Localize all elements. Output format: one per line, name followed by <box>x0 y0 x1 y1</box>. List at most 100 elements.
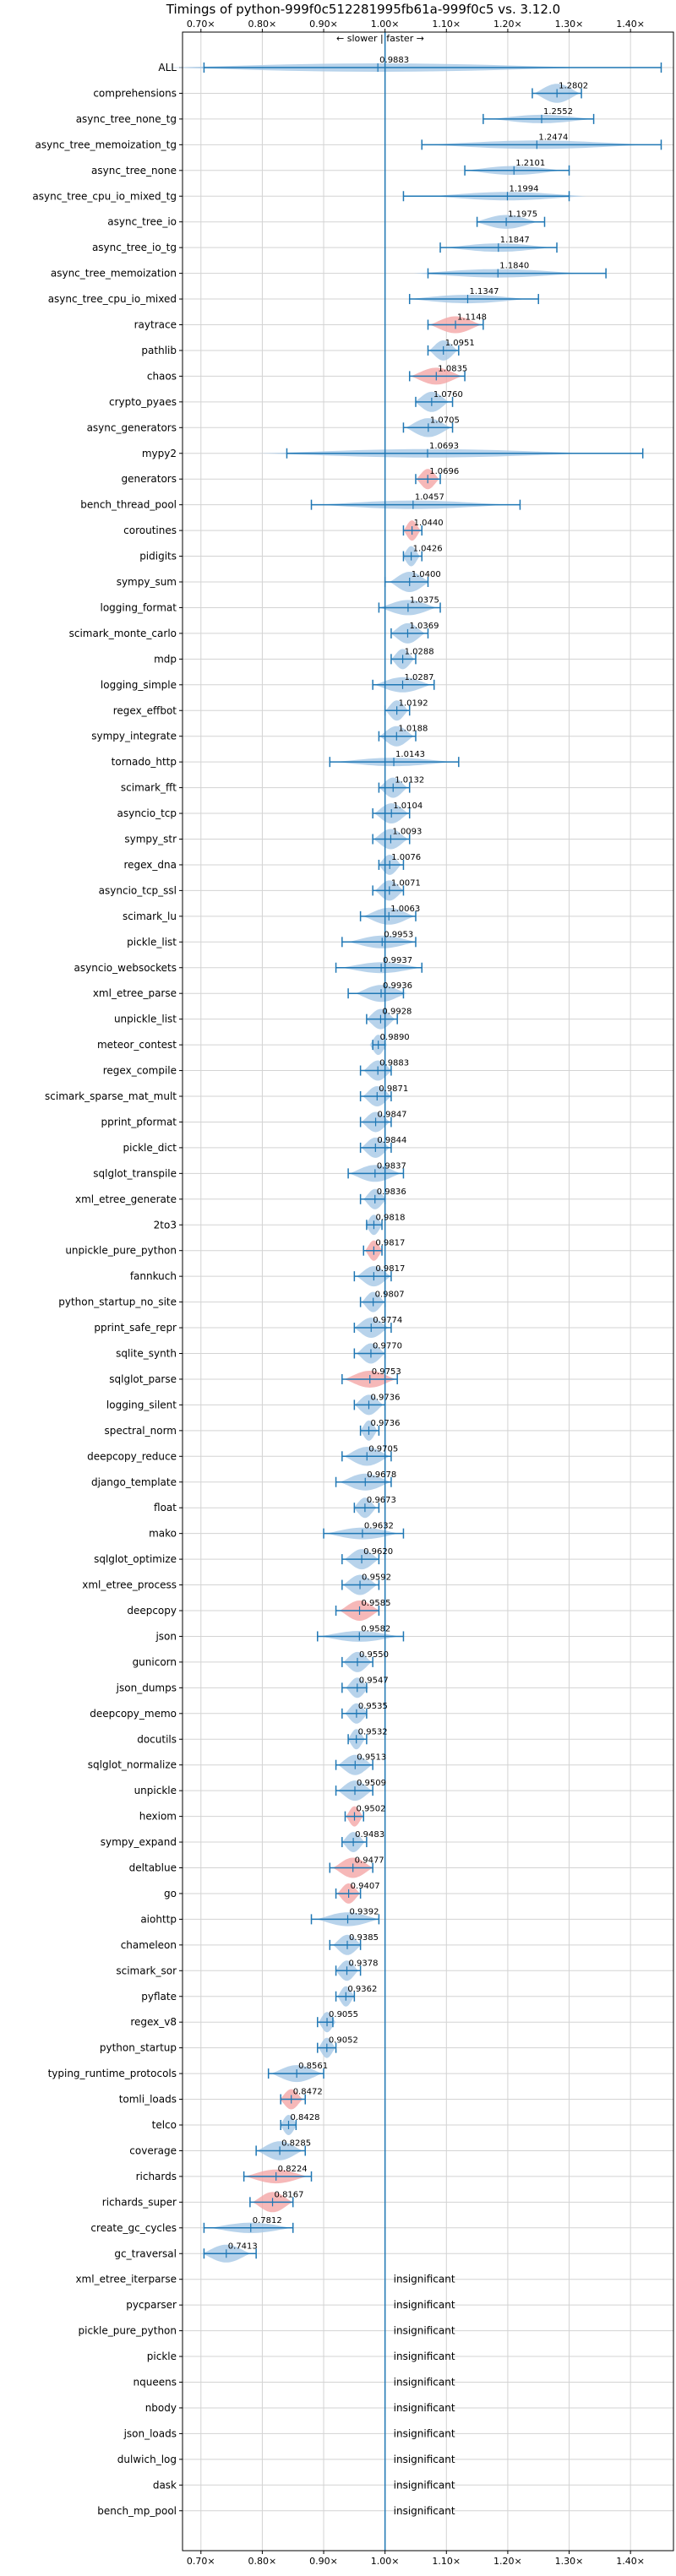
x-tick-label-bottom: 1.00× <box>371 2556 400 2567</box>
benchmark-label: python_startup <box>100 2042 177 2054</box>
benchmark-label: create_gc_cycles <box>90 2222 177 2234</box>
benchmark-label: gunicorn <box>133 1656 177 1668</box>
benchmark-label: scimark_sor <box>116 1965 177 1976</box>
value-label: 1.0288 <box>405 647 434 656</box>
insignificant-label: insignificant <box>394 2402 455 2414</box>
insignificant-label: insignificant <box>394 2454 455 2465</box>
value-label: 0.9753 <box>372 1367 401 1377</box>
value-label: 0.9362 <box>347 1985 377 1994</box>
benchmark-label: async_generators <box>87 421 177 433</box>
benchmark-label: tomli_loads <box>119 2094 177 2106</box>
value-label: 1.2802 <box>559 81 588 90</box>
value-label: 0.8428 <box>290 2113 319 2122</box>
benchmark-label: asyncio_tcp <box>117 807 177 819</box>
value-label: 0.9936 <box>383 981 412 991</box>
x-tick-label-bottom: 1.20× <box>493 2556 522 2567</box>
value-label: 0.9532 <box>358 1727 388 1736</box>
benchmark-label: regex_v8 <box>130 2016 177 2028</box>
value-label: 0.9736 <box>370 1393 400 1402</box>
value-label: 0.9385 <box>349 1933 379 1943</box>
benchmark-label: logging_simple <box>101 679 177 691</box>
value-label: 0.9535 <box>358 1702 388 1711</box>
value-label: 0.9620 <box>363 1547 393 1557</box>
benchmark-label: chaos <box>147 370 177 382</box>
benchmark-label: nqueens <box>134 2377 177 2389</box>
violin-layer <box>161 32 662 2551</box>
benchmark-label: async_tree_none_tg <box>76 113 177 125</box>
value-label: 1.2101 <box>515 159 545 168</box>
benchmark-label: mdp <box>154 653 177 665</box>
chart-title: Timings of python-999f0c512281995fb61a-9… <box>166 2 560 17</box>
benchmark-label: scimark_sparse_mat_mult <box>45 1090 177 1102</box>
value-label: 0.7812 <box>253 2216 282 2225</box>
benchmark-label: scimark_fft <box>121 782 177 794</box>
benchmark-label: pickle_list <box>127 936 177 948</box>
value-label: 1.0375 <box>410 595 439 605</box>
benchmark-label: xml_etree_process <box>82 1579 177 1591</box>
benchmark-label: meteor_contest <box>97 1039 177 1051</box>
benchmark-label: pickle <box>147 2350 177 2362</box>
benchmark-label: django_template <box>91 1476 177 1488</box>
value-label: 0.9483 <box>355 1830 384 1840</box>
value-label: 1.0400 <box>412 570 441 579</box>
benchmark-label: tornado_http <box>112 756 177 768</box>
value-label: 0.9407 <box>351 1882 380 1891</box>
value-label: 0.9928 <box>382 1008 412 1017</box>
benchmark-label: xml_etree_generate <box>75 1193 177 1205</box>
benchmark-label: go <box>164 1888 177 1899</box>
value-label: 0.9052 <box>329 2036 358 2046</box>
value-label: 0.9953 <box>384 930 413 939</box>
x-tick-label-bottom: 1.10× <box>432 2556 461 2567</box>
value-label: 0.9392 <box>350 1907 379 1916</box>
benchmark-label: python_startup_no_site <box>58 1296 177 1308</box>
benchmark-label: nbody <box>145 2402 177 2414</box>
benchmark-label: gc_traversal <box>114 2247 177 2259</box>
value-label: 0.9736 <box>370 1419 400 1428</box>
x-tick-label-top: 1.40× <box>616 19 645 30</box>
value-label: 0.9883 <box>379 56 409 65</box>
value-label: 1.0104 <box>393 802 422 811</box>
benchmark-label: pyflate <box>141 1991 177 2003</box>
benchmark-label: dulwich_log <box>117 2454 177 2465</box>
x-tick-label-top: 1.20× <box>493 19 522 30</box>
value-label: 1.0693 <box>429 442 459 451</box>
value-label: 0.9055 <box>329 2010 358 2019</box>
benchmark-label: pickle_pure_python <box>79 2325 177 2337</box>
benchmark-label: async_tree_cpu_io_mixed_tg <box>32 190 177 202</box>
benchmark-label: async_tree_memoization <box>51 268 177 280</box>
value-label: 0.9513 <box>357 1753 386 1763</box>
value-label: 1.1975 <box>508 210 537 220</box>
value-label: 0.8472 <box>293 2088 323 2097</box>
x-tick-label-top: 1.00× <box>371 19 400 30</box>
benchmark-label: mypy2 <box>142 448 177 459</box>
value-label: 1.0192 <box>399 698 428 708</box>
value-label: 0.9817 <box>375 1264 405 1274</box>
x-tick-label-top: 0.70× <box>187 19 215 30</box>
value-label: 0.9509 <box>357 1779 386 1788</box>
benchmark-label: unpickle_pure_python <box>65 1245 177 1257</box>
benchmark-label: sqlite_synth <box>116 1348 177 1360</box>
benchmark-label: asyncio_tcp_ssl <box>99 884 177 896</box>
value-label: 0.9937 <box>383 956 412 965</box>
benchmark-label: scimark_lu <box>123 910 177 922</box>
value-label: 1.0071 <box>391 878 421 888</box>
benchmark-label: deltablue <box>129 1862 177 1874</box>
value-label: 0.9847 <box>378 1110 407 1119</box>
x-tick-label-top: 1.10× <box>432 19 461 30</box>
value-label: 1.0440 <box>414 519 444 528</box>
value-label: 1.0287 <box>405 673 434 682</box>
benchmark-label: sympy_str <box>124 834 177 845</box>
value-label: 0.9817 <box>375 1239 405 1248</box>
value-label: 1.0705 <box>430 416 460 425</box>
value-label: 1.0760 <box>433 390 463 399</box>
value-label: 1.0457 <box>415 493 444 503</box>
value-label: 0.8224 <box>278 2165 308 2174</box>
value-label: 0.9844 <box>377 1136 406 1145</box>
benchmark-label: aiohttp <box>140 1913 177 1925</box>
x-tick-label-top: 0.90× <box>309 19 338 30</box>
value-label: 0.9582 <box>361 1624 390 1633</box>
benchmark-label: generators <box>121 473 177 485</box>
benchmark-label: pickle_dict <box>123 1142 177 1154</box>
benchmark-label: pycparser <box>126 2299 177 2311</box>
